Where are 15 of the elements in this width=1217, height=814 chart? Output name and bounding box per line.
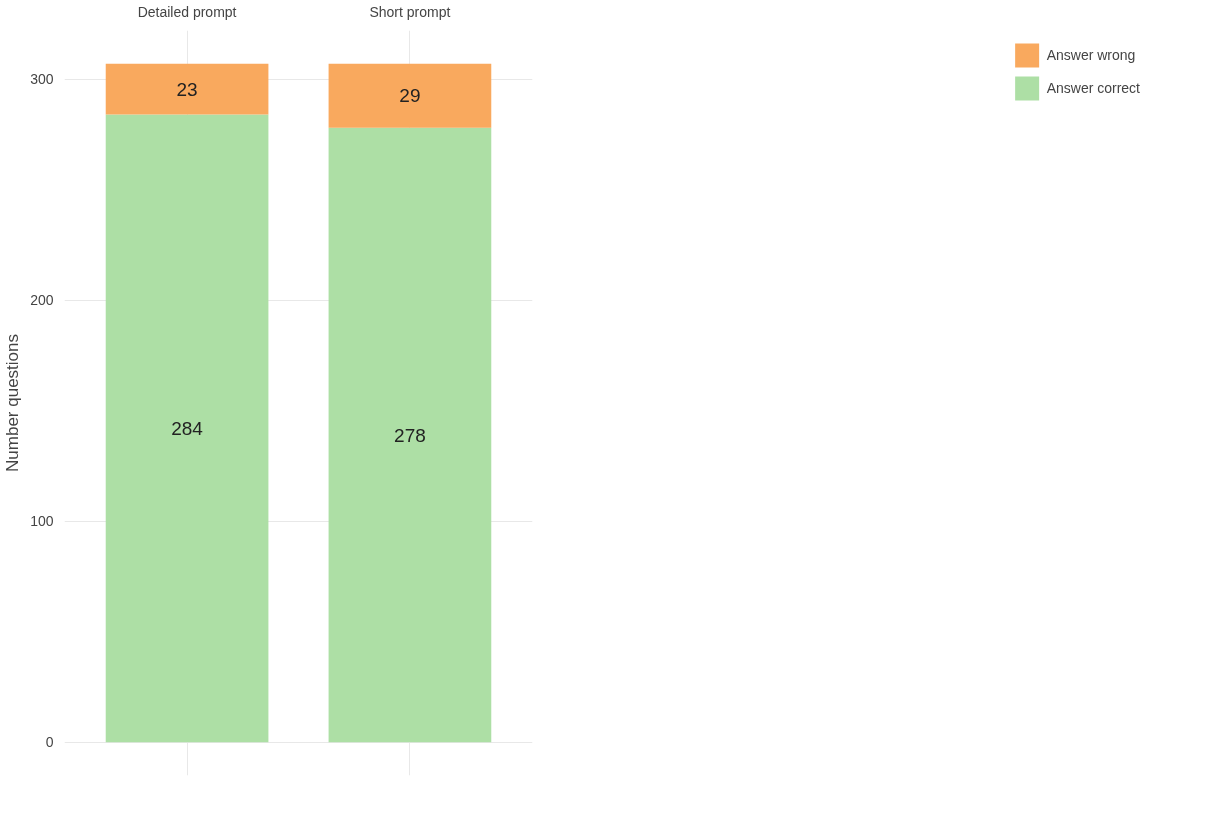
- y-tick-label: 300: [30, 71, 54, 88]
- data-label: 284: [171, 417, 204, 439]
- bar: [105, 63, 269, 115]
- y-tick-label: 100: [30, 513, 54, 530]
- data-label: 29: [399, 85, 421, 107]
- y-tick-label: 0: [45, 734, 54, 751]
- y-axis-title: Number questions: [3, 334, 23, 472]
- x-tick-label: Detailed prompt: [137, 3, 237, 20]
- y-tick-label: 200: [30, 292, 54, 309]
- data-label: 278: [394, 424, 426, 446]
- data-label: 23: [176, 78, 198, 100]
- legend-label: Answer wrong: [1046, 47, 1136, 63]
- legend-label: Answer correct: [1046, 80, 1140, 96]
- bar: [328, 63, 492, 128]
- x-tick-label: Short prompt: [369, 3, 451, 20]
